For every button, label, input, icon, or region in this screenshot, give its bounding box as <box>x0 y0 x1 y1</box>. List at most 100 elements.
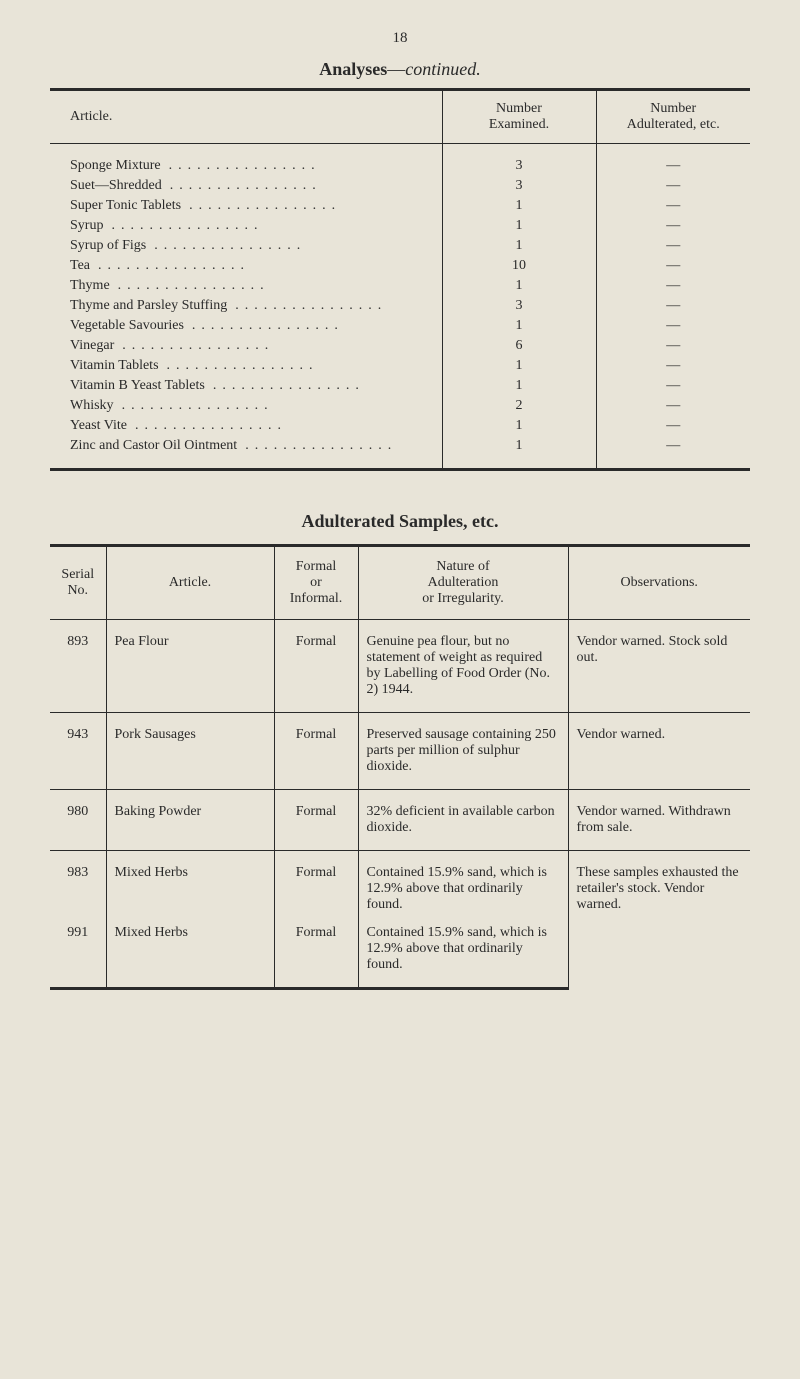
cell-formal: Formal <box>274 851 358 920</box>
cell-nature: Contained 15.9% sand, which is 12.9% abo… <box>358 851 568 920</box>
cell-nature: Genuine pea flour, but no statement of w… <box>358 620 568 713</box>
article-label: Zinc and Castor Oil Ointment <box>70 438 237 454</box>
analyses-table: Article. Number Examined. Number Adulter… <box>50 88 750 471</box>
observations-text: These samples exhausted the retailer's s… <box>577 865 739 912</box>
adulterated-header-serial: Serial No. <box>50 546 106 620</box>
cell-observations-merged: These samples exhausted the retailer's s… <box>568 851 750 989</box>
analyses-title-dash: — <box>387 59 405 79</box>
cell-formal: Formal <box>274 919 358 989</box>
analyses-cell-article: Sponge Mixture................ <box>50 144 442 177</box>
analyses-cell-adulterated: — <box>596 296 750 316</box>
cell-article: Pork Sausages <box>106 713 274 790</box>
adulterated-header-article: Article. <box>106 546 274 620</box>
analyses-row: Super Tonic Tablets................1— <box>50 196 750 216</box>
analyses-cell-article: Vegetable Savouries................ <box>50 316 442 336</box>
analyses-cell-examined: 10 <box>442 256 596 276</box>
analyses-cell-examined: 3 <box>442 296 596 316</box>
cell-serial: 980 <box>50 790 106 851</box>
adulterated-table: Serial No. Article. Formal or Informal. … <box>50 544 750 990</box>
analyses-cell-examined: 3 <box>442 144 596 177</box>
analyses-cell-article: Whisky................ <box>50 396 442 416</box>
analyses-header-adulterated: Number Adulterated, etc. <box>596 90 750 144</box>
analyses-cell-adulterated: — <box>596 356 750 376</box>
leader-dots: ................ <box>161 158 434 174</box>
analyses-cell-article: Super Tonic Tablets................ <box>50 196 442 216</box>
analyses-row: Vegetable Savouries................1— <box>50 316 750 336</box>
analyses-cell-adulterated: — <box>596 436 750 470</box>
leader-dots: ................ <box>114 398 434 414</box>
analyses-row: Zinc and Castor Oil Ointment............… <box>50 436 750 470</box>
cell-serial: 983 <box>50 851 106 920</box>
analyses-cell-article: Yeast Vite................ <box>50 416 442 436</box>
analyses-title: Analyses—continued. <box>50 59 750 80</box>
analyses-cell-article: Syrup of Figs................ <box>50 236 442 256</box>
leader-dots: ................ <box>103 218 433 234</box>
article-label: Thyme <box>70 278 110 294</box>
cell-observations: Vendor warned. Stock sold out. <box>568 620 750 713</box>
analyses-header-examined: Number Examined. <box>442 90 596 144</box>
adulterated-header-row: Serial No. Article. Formal or Informal. … <box>50 546 750 620</box>
analyses-cell-adulterated: — <box>596 176 750 196</box>
article-label: Thyme and Parsley Stuffing <box>70 298 227 314</box>
analyses-row: Thyme and Parsley Stuffing..............… <box>50 296 750 316</box>
leader-dots: ................ <box>90 258 433 274</box>
article-label: Vitamin B Yeast Tablets <box>70 378 205 394</box>
article-label: Vegetable Savouries <box>70 318 184 334</box>
analyses-cell-article: Vitamin B Yeast Tablets................ <box>50 376 442 396</box>
article-label: Vinegar <box>70 338 114 354</box>
analyses-header-row: Article. Number Examined. Number Adulter… <box>50 90 750 144</box>
analyses-cell-adulterated: — <box>596 396 750 416</box>
analyses-cell-examined: 2 <box>442 396 596 416</box>
article-label: Super Tonic Tablets <box>70 198 181 214</box>
cell-formal: Formal <box>274 790 358 851</box>
adulterated-row: 943 Pork Sausages Formal Preserved sausa… <box>50 713 750 790</box>
leader-dots: ................ <box>127 418 434 434</box>
analyses-cell-examined: 3 <box>442 176 596 196</box>
leader-dots: ................ <box>159 358 434 374</box>
analyses-cell-adulterated: — <box>596 276 750 296</box>
cell-article: Mixed Herbs <box>106 851 274 920</box>
analyses-row: Vitamin Tablets................1— <box>50 356 750 376</box>
cell-observations: Vendor warned. Withdrawn from sale. <box>568 790 750 851</box>
analyses-cell-article: Vitamin Tablets................ <box>50 356 442 376</box>
analyses-cell-examined: 1 <box>442 316 596 336</box>
analyses-cell-examined: 1 <box>442 376 596 396</box>
analyses-cell-article: Thyme and Parsley Stuffing..............… <box>50 296 442 316</box>
article-label: Whisky <box>70 398 114 414</box>
analyses-cell-examined: 1 <box>442 416 596 436</box>
article-label: Syrup <box>70 218 103 234</box>
analyses-cell-adulterated: — <box>596 236 750 256</box>
cell-nature: Contained 15.9% sand, which is 12.9% abo… <box>358 919 568 989</box>
article-label: Syrup of Figs <box>70 238 146 254</box>
analyses-row: Syrup of Figs................1— <box>50 236 750 256</box>
leader-dots: ................ <box>146 238 433 254</box>
cell-formal: Formal <box>274 713 358 790</box>
analyses-cell-adulterated: — <box>596 256 750 276</box>
cell-observations: Vendor warned. <box>568 713 750 790</box>
analyses-header-article: Article. <box>50 90 442 144</box>
analyses-cell-adulterated: — <box>596 316 750 336</box>
analyses-cell-examined: 1 <box>442 436 596 470</box>
analyses-title-italic: continued. <box>405 59 480 79</box>
analyses-cell-adulterated: — <box>596 216 750 236</box>
cell-article: Mixed Herbs <box>106 919 274 989</box>
analyses-row: Yeast Vite................1— <box>50 416 750 436</box>
cell-article: Pea Flour <box>106 620 274 713</box>
analyses-cell-examined: 1 <box>442 356 596 376</box>
analyses-cell-examined: 1 <box>442 236 596 256</box>
cell-formal: Formal <box>274 620 358 713</box>
leader-dots: ................ <box>110 278 434 294</box>
analyses-cell-adulterated: — <box>596 376 750 396</box>
cell-nature: 32% deficient in available carbon dioxid… <box>358 790 568 851</box>
cell-serial: 943 <box>50 713 106 790</box>
analyses-row: Whisky................2— <box>50 396 750 416</box>
analyses-cell-article: Zinc and Castor Oil Ointment............… <box>50 436 442 470</box>
analyses-row: Sponge Mixture................3— <box>50 144 750 177</box>
article-label: Sponge Mixture <box>70 158 161 174</box>
analyses-row: Tea................10— <box>50 256 750 276</box>
analyses-row: Syrup................1— <box>50 216 750 236</box>
leader-dots: ................ <box>205 378 434 394</box>
article-label: Suet—Shredded <box>70 178 162 194</box>
adulterated-row: 893 Pea Flour Formal Genuine pea flour, … <box>50 620 750 713</box>
analyses-cell-article: Vinegar................ <box>50 336 442 356</box>
